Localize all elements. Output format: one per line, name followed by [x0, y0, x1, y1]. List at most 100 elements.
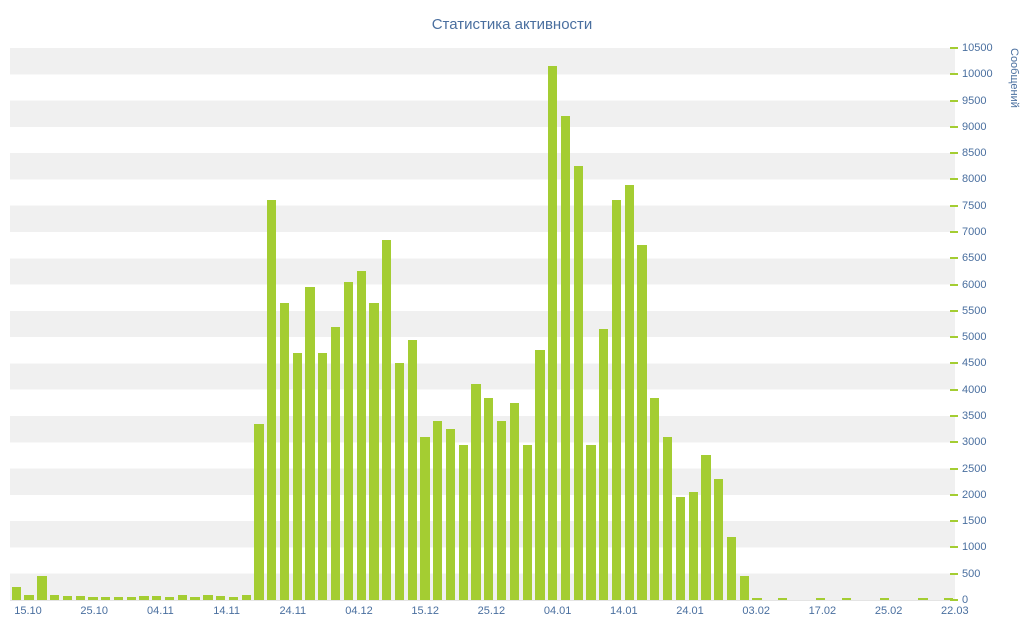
- bar: [62, 596, 73, 600]
- y-tick-label: 9500: [962, 94, 987, 107]
- y-tick-mark: [950, 204, 958, 207]
- y-tick-mark: [950, 257, 958, 260]
- y-tick-label: 2000: [962, 488, 987, 501]
- y-tick-label: 500: [962, 567, 981, 580]
- x-tick-label: 15.12: [411, 605, 439, 617]
- y-tick-mark: [950, 546, 958, 549]
- bar: [548, 66, 558, 600]
- y-tick-label: 7000: [962, 226, 987, 238]
- y-tick-label: 2500: [962, 462, 987, 475]
- y-tick-label: 6000: [962, 278, 987, 291]
- y-tick-label: 4500: [962, 357, 987, 370]
- y-tick-mark: [950, 178, 958, 181]
- y-tick-label: 8000: [962, 173, 987, 186]
- y-tick-mark: [950, 231, 958, 233]
- bar: [330, 327, 341, 600]
- y-tick-mark: [950, 73, 958, 76]
- y-tick-label: 0: [962, 594, 969, 606]
- x-tick-label: 14.01: [610, 605, 638, 617]
- y-tick-label: 3000: [962, 436, 987, 449]
- bar: [573, 166, 583, 600]
- x-tick-label: 04.12: [345, 605, 373, 617]
- bar: [675, 497, 686, 600]
- x-tick-label: 22.03: [941, 605, 969, 617]
- bar: [139, 596, 149, 600]
- bar: [522, 445, 532, 600]
- bar: [126, 597, 136, 600]
- bar: [509, 403, 519, 600]
- x-tick-label: 14.11: [213, 605, 240, 617]
- bar: [356, 271, 366, 600]
- bar: [433, 421, 443, 600]
- y-tick-mark: [950, 493, 958, 496]
- y-tick-label: 7500: [962, 199, 987, 212]
- y-tick-mark: [950, 467, 958, 470]
- bar: [394, 363, 405, 600]
- y-tick-label: 4000: [962, 383, 987, 396]
- y-tick-label: 10500: [962, 42, 993, 54]
- y-tick-label: 9000: [962, 120, 987, 133]
- bar: [726, 537, 737, 600]
- bar: [228, 597, 239, 600]
- bar: [279, 303, 290, 600]
- x-tick-label: 03.02: [742, 605, 770, 617]
- bar: [458, 445, 468, 600]
- bar: [918, 598, 928, 600]
- x-tick-label: 25.10: [80, 605, 108, 617]
- y-tick-label: 10000: [962, 68, 993, 81]
- bar: [637, 245, 647, 600]
- y-tick-label: 5000: [962, 331, 987, 344]
- y-tick-label: 1500: [962, 515, 987, 528]
- bar: [624, 185, 634, 600]
- y-tick-mark: [950, 152, 958, 155]
- bar: [611, 200, 622, 600]
- y-tick-label: 3500: [962, 410, 987, 422]
- bar: [343, 282, 353, 600]
- x-tick-label: 24.01: [676, 605, 704, 617]
- bar: [535, 350, 545, 600]
- bar: [880, 598, 890, 600]
- y-axis-title: Сообщений: [1008, 48, 1020, 108]
- bar: [241, 595, 251, 600]
- bar: [752, 598, 762, 600]
- bar: [701, 455, 711, 600]
- x-tick-label: 04.11: [147, 605, 174, 617]
- y-tick-label: 1000: [962, 541, 987, 554]
- bar: [37, 576, 47, 600]
- bar: [484, 398, 494, 600]
- plot-area: [10, 48, 955, 601]
- y-tick-label: 6500: [962, 252, 987, 265]
- bar: [650, 398, 660, 600]
- x-tick-label: 15.10: [14, 605, 42, 617]
- bar: [292, 353, 302, 600]
- bar: [164, 597, 175, 600]
- y-tick-mark: [950, 520, 958, 523]
- bar: [943, 598, 954, 600]
- y-tick-mark: [950, 336, 958, 339]
- bar: [688, 492, 698, 600]
- y-tick-mark: [950, 125, 958, 128]
- x-tick-label: 17.02: [808, 605, 837, 617]
- bar: [841, 598, 852, 600]
- bar: [662, 437, 673, 600]
- y-tick-mark: [950, 415, 958, 417]
- bar: [113, 597, 124, 600]
- y-tick-mark: [950, 99, 958, 102]
- bar: [318, 353, 328, 600]
- bar: [560, 116, 571, 600]
- x-tick-label: 04.01: [543, 605, 572, 617]
- bar: [88, 597, 98, 600]
- y-tick-mark: [950, 362, 958, 365]
- bar: [777, 598, 788, 600]
- bar: [216, 596, 226, 600]
- bar: [203, 595, 213, 600]
- bar: [816, 598, 826, 600]
- y-tick-mark: [950, 572, 958, 575]
- chart-title: Статистика активности: [431, 16, 593, 33]
- bar: [267, 200, 277, 600]
- bar: [714, 479, 724, 600]
- bar: [11, 587, 21, 600]
- x-tick-label: 24.11: [279, 605, 307, 617]
- bar: [599, 329, 609, 600]
- y-tick-mark: [950, 599, 958, 601]
